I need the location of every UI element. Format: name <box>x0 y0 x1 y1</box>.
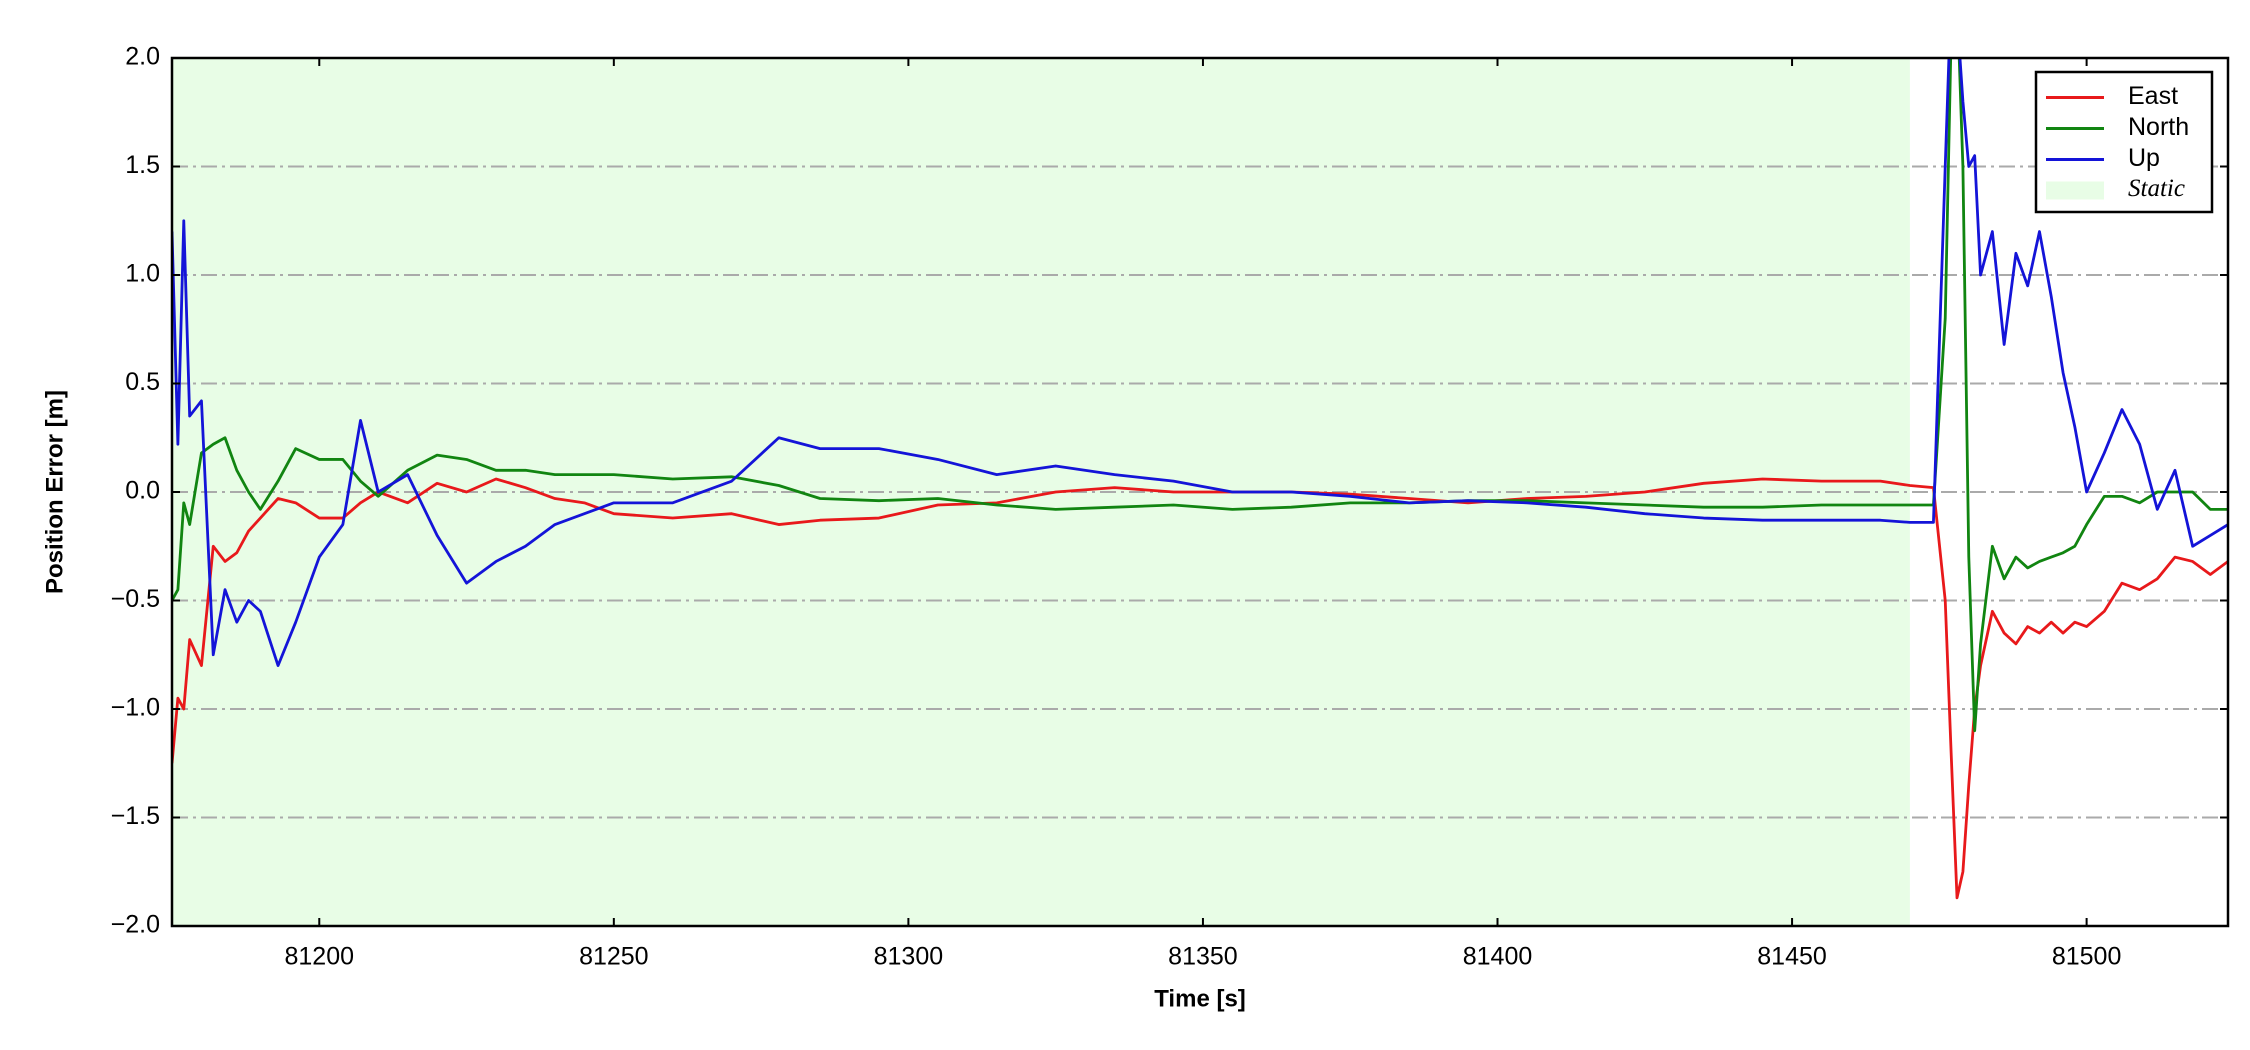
y-tick-label: 0.5 <box>125 368 160 396</box>
y-tick-label: −0.5 <box>111 585 160 613</box>
y-tick-label: 0.0 <box>125 477 160 505</box>
x-tick-label: 81350 <box>1168 943 1238 971</box>
legend-label: Static <box>2128 175 2185 202</box>
plot-lines <box>172 58 2228 900</box>
x-tick-label: 81400 <box>1463 943 1533 971</box>
legend-label: Up <box>2128 144 2160 172</box>
x-tick-label: 81500 <box>2052 943 2122 971</box>
series-line <box>172 58 2228 667</box>
x-axis-label: Time [s] <box>1154 985 1246 1012</box>
x-tick-label: 81250 <box>579 943 649 971</box>
y-tick-label: −1.5 <box>111 802 160 830</box>
x-tick-label: 81450 <box>1757 943 1827 971</box>
y-axis-label: Position Error [m] <box>41 390 68 594</box>
x-tick-label: 81200 <box>285 943 355 971</box>
legend-box <box>2034 70 2214 214</box>
y-tick-label: 2.0 <box>125 43 160 71</box>
legend-label: East <box>2128 82 2178 110</box>
series-line <box>172 58 2228 733</box>
y-tick-label: 1.0 <box>125 260 160 288</box>
legend-label: North <box>2128 113 2189 141</box>
x-tick-label: 81300 <box>874 943 944 971</box>
axes-layer: −2.0 −1.5 −1.0 −0.5 0.0 0.5 1.0 1.5 2.0 81200 8125… <box>111 43 2230 971</box>
y-tick-label: 1.5 <box>125 151 160 179</box>
y-tick-label: −1.0 <box>111 694 160 722</box>
plot-frame <box>170 56 2230 928</box>
legend-swatch <box>2046 181 2104 200</box>
y-tick-label: −2.0 <box>111 911 160 939</box>
